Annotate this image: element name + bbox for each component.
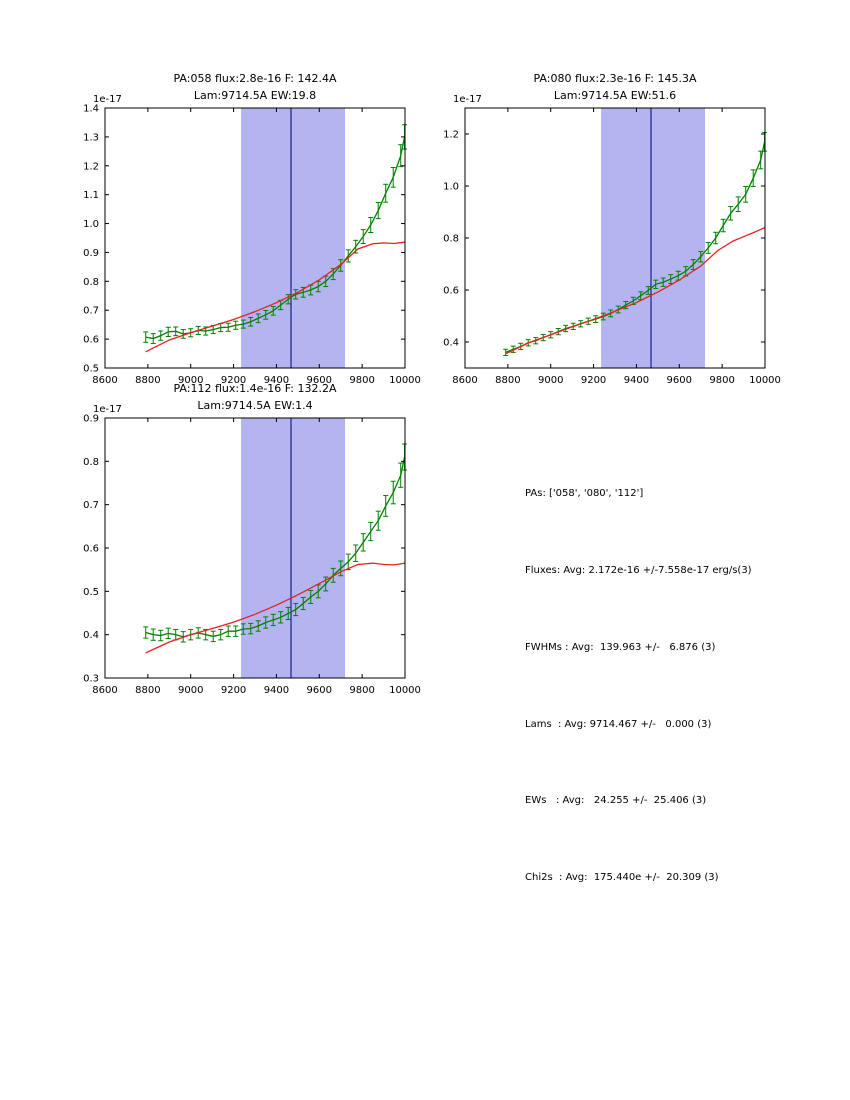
- chart-title-line1: PA:112 flux:1.4e-16 F: 132.2A: [173, 382, 337, 395]
- y-tick-label: 0.4: [83, 630, 99, 641]
- x-tick-label: 9000: [178, 685, 203, 696]
- chart-title-line2: Lam:9714.5A EW:19.8: [193, 89, 317, 102]
- x-tick-label: 9600: [307, 375, 332, 386]
- stats-panel: PAs: ['058', '080', '112'] Fluxes: Avg: …: [525, 430, 752, 942]
- chart-pa058: PA:058 flux:2.8e-16 F: 142.4A Lam:9714.5…: [67, 70, 423, 400]
- x-tick-label: 9200: [221, 375, 246, 386]
- highlight-band: [601, 108, 705, 368]
- chart-title: PA:080 flux:2.3e-16 F: 145.3A Lam:9714.5…: [465, 70, 765, 104]
- model-line: [505, 227, 766, 355]
- x-tick-label: 8800: [135, 375, 160, 386]
- y-tick-label: 0.6: [443, 286, 459, 297]
- x-tick-label: 9800: [709, 375, 734, 386]
- y-tick-label: 0.7: [83, 306, 99, 317]
- stats-line-pas: PAs: ['058', '080', '112']: [525, 488, 644, 500]
- plot-area: 8600 8800 9000 9200 9400 9600 9800 10000 0.5 0.6 0…: [83, 104, 421, 387]
- x-tick-label: 9800: [349, 375, 374, 386]
- chart-title-line2: Lam:9714.5A EW:51.6: [553, 89, 677, 102]
- chart-pa080: PA:080 flux:2.3e-16 F: 145.3A Lam:9714.5…: [427, 70, 783, 400]
- y-axis-offset-label: 1e-17: [453, 94, 482, 105]
- x-tick-label: 10000: [749, 375, 781, 386]
- stats-line-lams: Lams : Avg: 9714.467 +/- 0.000 (3): [525, 718, 712, 730]
- x-tick-label: 8600: [92, 375, 117, 386]
- model-line: [145, 241, 406, 353]
- y-tick-label: 1.0: [443, 182, 459, 193]
- y-tick-label: 1.1: [83, 190, 99, 201]
- y-tick-label: 0.6: [83, 335, 99, 346]
- x-tick-label: 8600: [452, 375, 477, 386]
- stats-line-ews: EWs : Avg: 24.255 +/- 25.406 (3): [525, 795, 707, 807]
- y-tick-label: 0.8: [83, 277, 99, 288]
- x-tick-label: 9000: [538, 375, 563, 386]
- y-tick-label: 0.5: [83, 364, 99, 375]
- x-tick-label: 9600: [667, 375, 692, 386]
- y-tick-label: 0.8: [83, 457, 99, 468]
- y-tick-label: 0.9: [83, 248, 99, 259]
- y-tick-label: 0.4: [443, 338, 459, 349]
- x-tick-label: 10000: [389, 685, 421, 696]
- x-tick-label: 8800: [135, 685, 160, 696]
- y-tick-label: 1.2: [83, 161, 99, 172]
- model-line: [145, 562, 406, 654]
- x-tick-label: 10000: [389, 375, 421, 386]
- y-axis-offset-label: 1e-17: [93, 94, 122, 105]
- x-tick-label: 9400: [264, 685, 289, 696]
- y-axis-offset-label: 1e-17: [93, 404, 122, 415]
- y-tick-label: 0.5: [83, 587, 99, 598]
- x-tick-label: 9000: [178, 375, 203, 386]
- y-tick-label: 1.3: [83, 132, 99, 143]
- y-tick-label: 0.6: [83, 544, 99, 555]
- x-tick-label: 9600: [307, 685, 332, 696]
- x-tick-label: 9200: [581, 375, 606, 386]
- y-tick-label: 0.9: [83, 414, 99, 425]
- y-tick-label: 1.2: [443, 130, 459, 141]
- x-tick-label: 9800: [349, 685, 374, 696]
- stats-line-fwhms: FWHMs : Avg: 139.963 +/- 6.876 (3): [525, 641, 716, 653]
- highlight-band: [241, 108, 345, 368]
- stats-line-fluxes: Fluxes: Avg: 2.172e-16 +/-7.558e-17 erg/…: [525, 564, 752, 576]
- x-tick-label: 9400: [624, 375, 649, 386]
- y-tick-label: 0.3: [83, 674, 99, 685]
- plot-area: 8600 8800 9000 9200 9400 9600 9800 10000 0.4 0.6 0…: [443, 107, 781, 386]
- chart-title: PA:112 flux:1.4e-16 F: 132.2A Lam:9714.5…: [105, 380, 405, 414]
- y-tick-label: 0.7: [83, 500, 99, 511]
- y-tick-label: 0.8: [443, 234, 459, 245]
- chart-title-line2: Lam:9714.5A EW:1.4: [197, 399, 313, 412]
- chart-title-line1: PA:080 flux:2.3e-16 F: 145.3A: [533, 72, 697, 85]
- chart-title: PA:058 flux:2.8e-16 F: 142.4A Lam:9714.5…: [105, 70, 405, 104]
- y-tick-label: 1.4: [83, 104, 99, 115]
- x-tick-label: 9400: [264, 375, 289, 386]
- chart-pa112: PA:112 flux:1.4e-16 F: 132.2A Lam:9714.5…: [67, 380, 423, 710]
- axes-frame: [104, 107, 406, 369]
- chart-title-line1: PA:058 flux:2.8e-16 F: 142.4A: [173, 72, 337, 85]
- plot-area: 8600 8800 9000 9200 9400 9600 9800 10000 0.3 0.4 0…: [83, 414, 421, 697]
- y-tick-label: 1.0: [83, 219, 99, 230]
- highlight-band: [241, 418, 345, 678]
- x-tick-label: 8800: [495, 375, 520, 386]
- x-tick-label: 8600: [92, 685, 117, 696]
- stats-line-chi2s: Chi2s : Avg: 175.440e +/- 20.309 (3): [525, 872, 719, 884]
- x-tick-label: 9200: [221, 685, 246, 696]
